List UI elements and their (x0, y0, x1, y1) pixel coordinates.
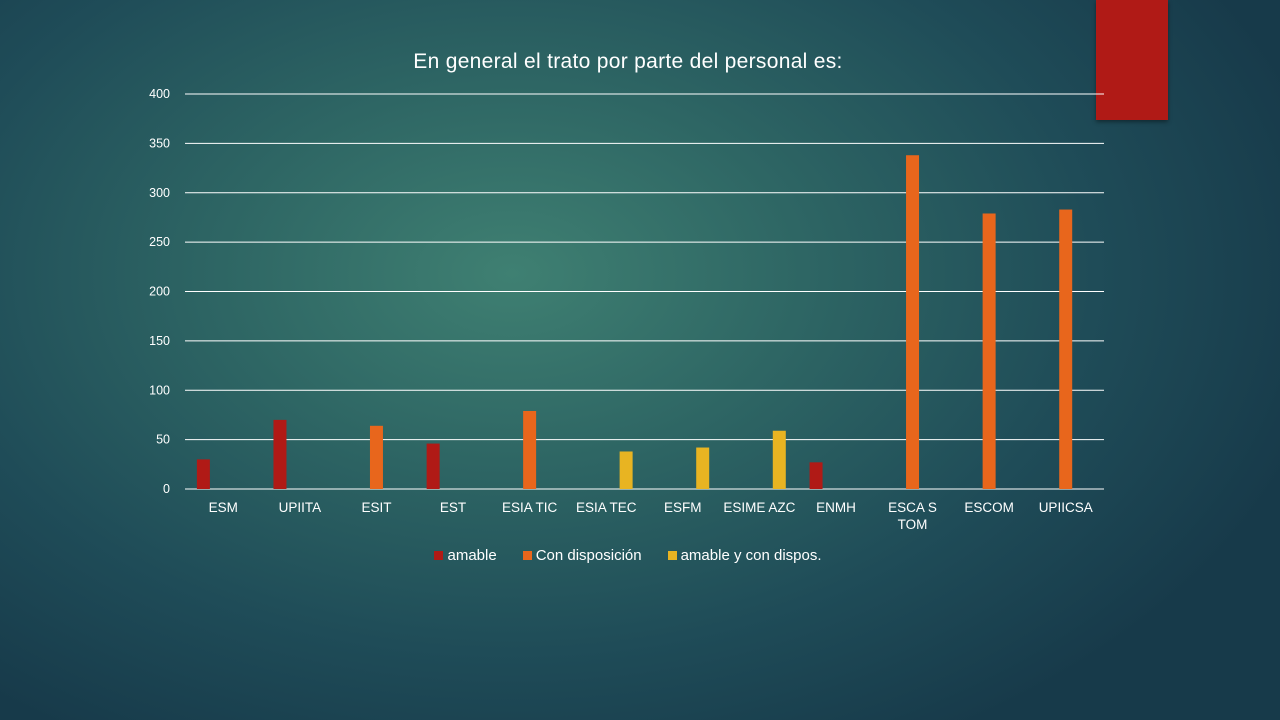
y-tick-label: 50 (156, 433, 170, 447)
legend-item: amable y con dispos. (667, 547, 822, 564)
y-tick-label: 250 (149, 235, 170, 249)
y-tick-label: 0 (163, 482, 170, 496)
y-tick-label: 150 (149, 334, 170, 348)
legend-item: amable (434, 547, 497, 564)
y-tick-label: 400 (149, 87, 170, 101)
legend-label: Con disposición (535, 547, 642, 564)
bar-con-disposici-n-2 (369, 425, 383, 489)
bar-amable-8 (809, 462, 823, 489)
x-category-label: UPIITA (279, 500, 322, 515)
x-category-label: ESCOM (964, 500, 1014, 515)
bar-amable-0 (196, 459, 210, 489)
bar-amable-3 (426, 443, 440, 489)
x-category-label: UPIICSA (1039, 500, 1093, 515)
legend-label: amable (447, 547, 497, 564)
bar-con-disposici-n-4 (523, 410, 537, 489)
y-tick-label: 350 (149, 136, 170, 150)
y-tick-label: 300 (149, 186, 170, 200)
bar-amable-1 (273, 419, 287, 489)
bar-amable-y-con-dispos--6 (696, 447, 710, 489)
corner-accent-block (1096, 0, 1168, 120)
legend-swatch (522, 551, 532, 560)
x-category-label: ESIA TEC (576, 500, 637, 515)
legend-swatch (434, 551, 444, 560)
x-category-label: ESIA TIC (502, 500, 558, 515)
bar-amable-y-con-dispos--7 (772, 430, 786, 489)
bar-con-disposici-n-9 (906, 155, 920, 489)
x-category-label: ESFM (664, 500, 702, 515)
legend-label: amable y con dispos. (680, 547, 822, 564)
x-category-label: ESIT (361, 500, 391, 515)
x-category-label: ENMH (816, 500, 856, 515)
y-tick-label: 100 (149, 383, 170, 397)
chart-legend: amable Con disposición amable y con dispos… (0, 547, 1256, 564)
x-category-label: ESIME AZC (723, 500, 795, 515)
x-category-label: EST (440, 500, 466, 515)
chart-title: En general el trato por parte del person… (413, 50, 843, 73)
x-category-label: ESCA S TOM (888, 500, 937, 532)
legend-swatch (667, 551, 677, 560)
x-category-label: ESM (209, 500, 238, 515)
bar-con-disposici-n-11 (1059, 209, 1073, 489)
bar-con-disposici-n-10 (982, 213, 996, 490)
bar-amable-y-con-dispos--5 (619, 451, 633, 489)
y-tick-label: 200 (149, 285, 170, 299)
legend-item: Con disposición (522, 547, 642, 564)
